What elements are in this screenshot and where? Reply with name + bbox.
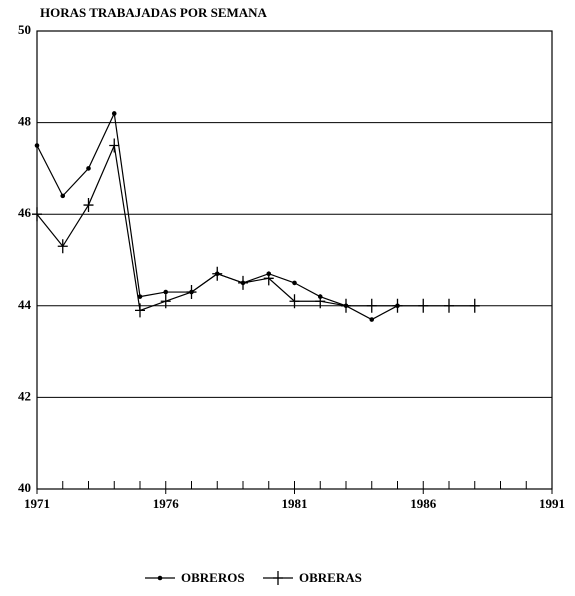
x-tick-label: 1986 bbox=[410, 496, 437, 511]
point bbox=[83, 198, 94, 213]
legend-marker bbox=[157, 575, 163, 581]
point bbox=[186, 285, 197, 300]
point bbox=[32, 207, 42, 222]
point bbox=[212, 266, 223, 281]
x-tick-label: 1976 bbox=[153, 496, 180, 511]
point bbox=[392, 298, 403, 313]
y-tick-label: 42 bbox=[18, 388, 31, 403]
legend-label: OBREROS bbox=[181, 570, 245, 585]
point bbox=[263, 271, 274, 286]
point bbox=[444, 298, 454, 313]
series-line bbox=[36, 111, 398, 321]
chart-title: HORAS TRABAJADAS POR SEMANA bbox=[40, 5, 268, 20]
y-tick-label: 40 bbox=[18, 480, 31, 495]
point bbox=[315, 294, 326, 309]
point bbox=[160, 294, 171, 309]
point bbox=[366, 298, 377, 313]
point bbox=[57, 239, 68, 254]
y-tick-label: 48 bbox=[18, 114, 32, 129]
point bbox=[86, 166, 91, 171]
legend-marker bbox=[273, 571, 283, 585]
point bbox=[109, 138, 120, 153]
point bbox=[238, 275, 248, 290]
point bbox=[163, 289, 169, 295]
point bbox=[292, 280, 297, 286]
point bbox=[137, 294, 143, 299]
y-tick-label: 44 bbox=[18, 297, 32, 312]
plot-frame bbox=[36, 30, 553, 490]
x-tick-label: 1981 bbox=[282, 496, 308, 511]
point bbox=[111, 111, 117, 116]
point bbox=[369, 317, 375, 322]
y-tick-label: 50 bbox=[18, 22, 31, 37]
point bbox=[135, 303, 145, 318]
point bbox=[469, 298, 480, 313]
point bbox=[341, 298, 351, 313]
point bbox=[289, 294, 300, 309]
point bbox=[34, 143, 40, 148]
point bbox=[60, 193, 66, 199]
x-tick-label: 1991 bbox=[539, 496, 565, 511]
series-line bbox=[36, 143, 475, 312]
point bbox=[418, 298, 429, 313]
legend-label: OBRERAS bbox=[299, 570, 362, 585]
y-tick-label: 46 bbox=[18, 205, 32, 220]
x-tick-label: 1971 bbox=[24, 496, 50, 511]
